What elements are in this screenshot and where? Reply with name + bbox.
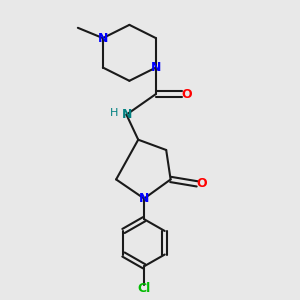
Text: O: O bbox=[196, 177, 207, 190]
Text: N: N bbox=[139, 192, 149, 205]
Text: N: N bbox=[151, 61, 161, 74]
Text: H: H bbox=[110, 108, 118, 118]
Text: Cl: Cl bbox=[137, 282, 151, 295]
Text: N: N bbox=[98, 32, 108, 45]
Text: N: N bbox=[122, 108, 132, 121]
Text: O: O bbox=[182, 88, 192, 100]
